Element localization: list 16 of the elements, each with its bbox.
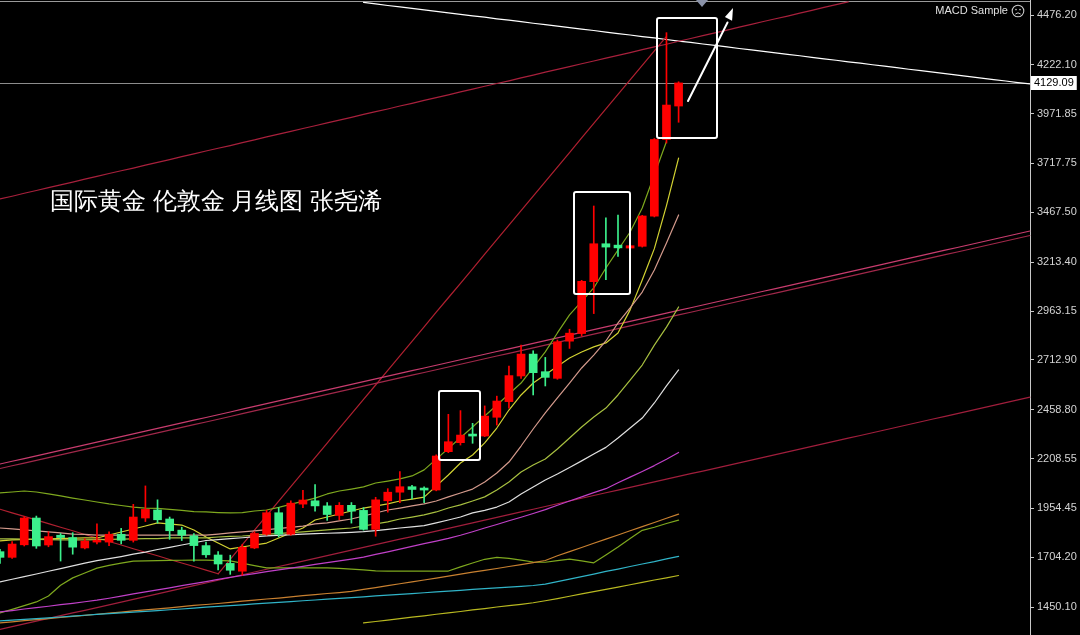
y-tick-label: 1450.10 xyxy=(1037,600,1077,613)
text: 国际黄金 伦敦金 月线图 张尧浠 xyxy=(50,186,383,214)
y-tick-label: 4222.10 xyxy=(1037,57,1077,70)
y-tick-label: 1954.45 xyxy=(1037,501,1077,514)
ref-line-label: 4129.09 xyxy=(1034,76,1074,89)
y-tick-label: 3213.40 xyxy=(1037,255,1077,268)
y-tick-label: 1704.20 xyxy=(1037,550,1077,563)
y-tick-label: 2208.55 xyxy=(1037,451,1077,464)
y-tick-label: 2712.90 xyxy=(1037,353,1077,365)
y-tick-label: 3717.75 xyxy=(1037,156,1077,169)
y-tick-label: 3467.50 xyxy=(1037,205,1077,218)
annotation: MACD Sample xyxy=(935,4,1008,17)
y-tick-label: 2458.80 xyxy=(1037,402,1077,415)
y-tick-label: 4476.20 xyxy=(1037,8,1077,21)
y-tick-label: 2963.15 xyxy=(1037,304,1077,317)
y-tick-label: 3971.85 xyxy=(1037,106,1077,119)
